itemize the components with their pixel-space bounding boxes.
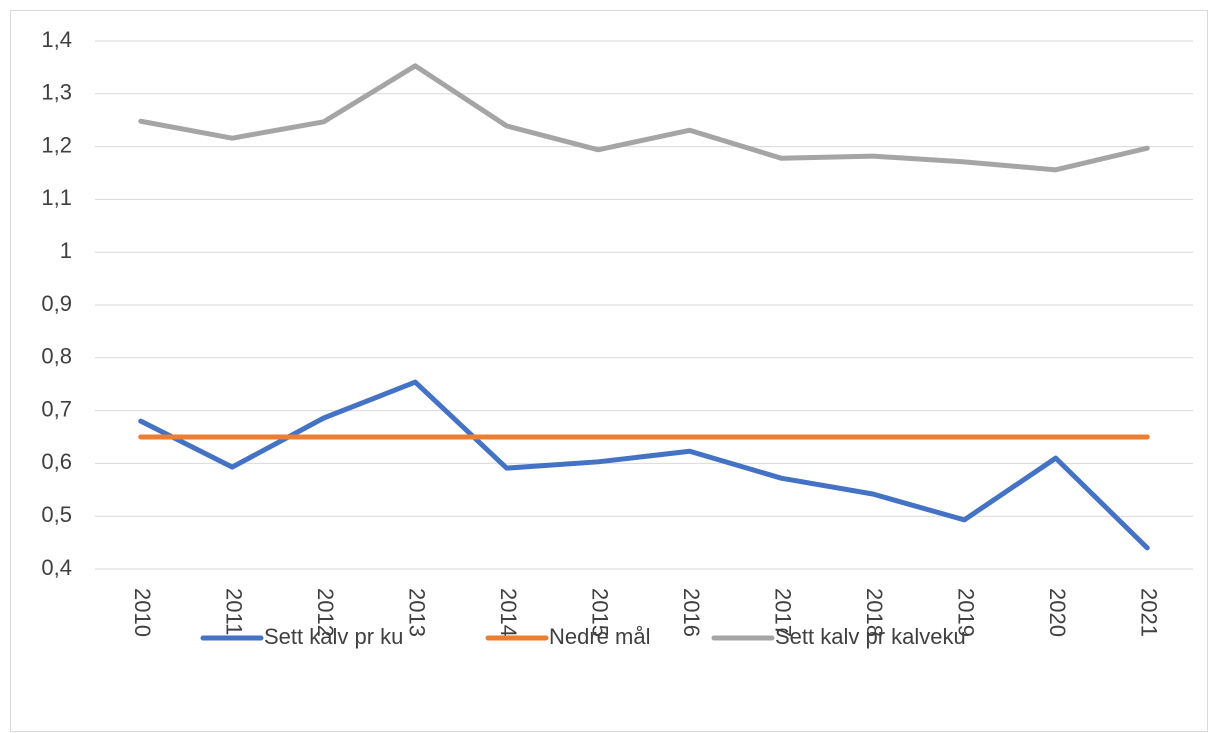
- x-tick-label: 2016: [679, 588, 704, 637]
- x-tick-label: 2020: [1045, 588, 1070, 637]
- legend-label: Nedre mål: [549, 624, 650, 649]
- x-tick-label: 2018: [862, 588, 887, 637]
- x-tick-label: 2010: [130, 588, 155, 637]
- x-tick-label: 2012: [313, 588, 338, 637]
- y-tick-label: 1: [60, 238, 72, 263]
- chart-border: [10, 10, 1208, 732]
- x-tick-label: 2017: [770, 588, 795, 637]
- y-tick-label: 1,3: [41, 80, 72, 105]
- x-tick-label: 2015: [587, 588, 612, 637]
- y-tick-label: 1,2: [41, 132, 72, 157]
- y-tick-label: 0,7: [41, 396, 72, 421]
- x-tick-label: 2014: [496, 588, 521, 637]
- series-line: [138, 379, 1150, 551]
- series-line: [138, 63, 1150, 173]
- y-tick-label: 1,1: [41, 185, 72, 210]
- legend-label: Sett kalv pr kalveku: [775, 624, 966, 649]
- x-tick-label: 2013: [404, 588, 429, 637]
- y-tick-label: 0,5: [41, 502, 72, 527]
- y-tick-label: 0,9: [41, 291, 72, 316]
- y-tick-label: 0,8: [41, 344, 72, 369]
- x-tick-label: 2011: [221, 588, 246, 635]
- x-tick-label: 2019: [953, 588, 978, 637]
- y-tick-label: 1,4: [41, 27, 72, 52]
- y-tick-label: 0,4: [41, 555, 72, 580]
- y-tick-label: 0,6: [41, 449, 72, 474]
- legend-label: Sett kalv pr ku: [264, 624, 403, 649]
- x-tick-label: 2021: [1136, 588, 1161, 637]
